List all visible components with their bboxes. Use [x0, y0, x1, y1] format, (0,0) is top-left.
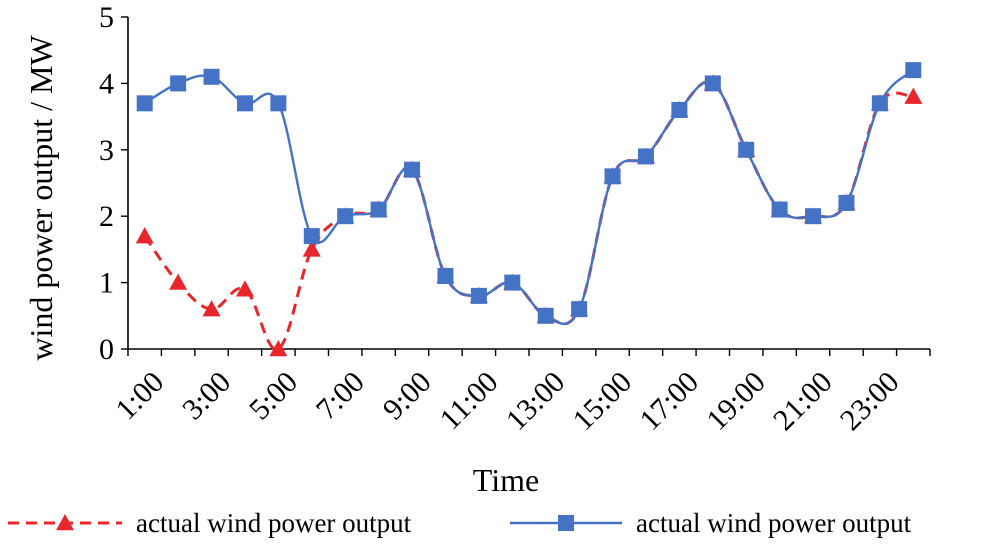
series-2-point — [236, 95, 253, 112]
series-1-point — [202, 300, 221, 317]
series-2-point — [738, 141, 755, 158]
series-2-point — [437, 267, 454, 284]
series-1-point — [169, 273, 188, 290]
y-axis-ticks: 0 1 2 3 4 5 — [99, 1, 128, 366]
series-2-point — [771, 201, 788, 218]
series-1 — [135, 74, 923, 357]
series-2-point — [905, 62, 922, 79]
series-2-point — [337, 208, 354, 225]
series-2-point — [404, 161, 421, 178]
y-tick-label: 2 — [99, 200, 114, 233]
legend-label: actual wind power output — [136, 508, 412, 538]
series-1-line — [143, 80, 914, 351]
series-2-point — [571, 301, 588, 318]
legend-label: actual wind power output — [636, 508, 912, 538]
x-tick-label: 15:00 — [567, 365, 639, 437]
series-1-point — [235, 280, 254, 297]
series-2-point — [136, 95, 153, 112]
y-tick-label: 0 — [99, 333, 114, 366]
x-tick-label: 21:00 — [767, 365, 839, 437]
series-2 — [136, 62, 922, 325]
y-tick-label: 1 — [99, 267, 114, 300]
x-tick-label: 13:00 — [500, 365, 572, 437]
x-tick-label: 23:00 — [834, 365, 906, 437]
series-layer — [135, 62, 923, 357]
series-1-point — [135, 227, 154, 244]
y-tick-label: 5 — [99, 1, 114, 34]
x-tick-label: 1:00 — [109, 365, 170, 426]
legend-marker — [558, 515, 574, 531]
legend: actual wind power output actual wind powe… — [8, 508, 912, 538]
x-tick-label: 5:00 — [243, 365, 304, 426]
series-1-point — [904, 87, 923, 104]
series-2-point — [838, 194, 855, 211]
legend-item-2: actual wind power output — [510, 508, 912, 538]
series-2-point — [805, 208, 822, 225]
x-tick-label: 11:00 — [434, 365, 505, 436]
x-tick-label: 9:00 — [377, 365, 438, 426]
series-2-line — [144, 69, 915, 325]
series-2-point — [504, 274, 521, 291]
series-2-point — [704, 75, 721, 92]
legend-marker — [56, 514, 74, 531]
series-2-point — [470, 287, 487, 304]
series-2-point — [871, 95, 888, 112]
y-axis-title: wind power output / MW — [23, 35, 59, 361]
y-tick-label: 3 — [99, 134, 114, 167]
x-tick-label: 19:00 — [700, 365, 772, 437]
x-axis-title: Time — [473, 462, 539, 498]
series-2-point — [270, 95, 287, 112]
series-2-point — [370, 201, 387, 218]
series-2-point — [203, 68, 220, 85]
x-tick-label: 3:00 — [176, 365, 237, 426]
x-tick-label: 7:00 — [310, 365, 371, 426]
series-2-point — [303, 228, 320, 245]
series-1-point — [302, 240, 321, 257]
x-axis-ticks: 1:00 3:00 5:00 7:00 9:0011:0013:0015:0017:00… — [109, 349, 931, 437]
series-2-point — [170, 75, 187, 92]
series-2-point — [604, 168, 621, 185]
y-tick-label: 4 — [99, 67, 114, 100]
series-2-point — [671, 101, 688, 118]
legend-item-1: actual wind power output — [8, 508, 412, 538]
series-2-point — [637, 148, 654, 165]
series-1-point — [269, 340, 288, 357]
series-2-point — [537, 307, 554, 324]
x-tick-label: 17:00 — [633, 365, 705, 437]
